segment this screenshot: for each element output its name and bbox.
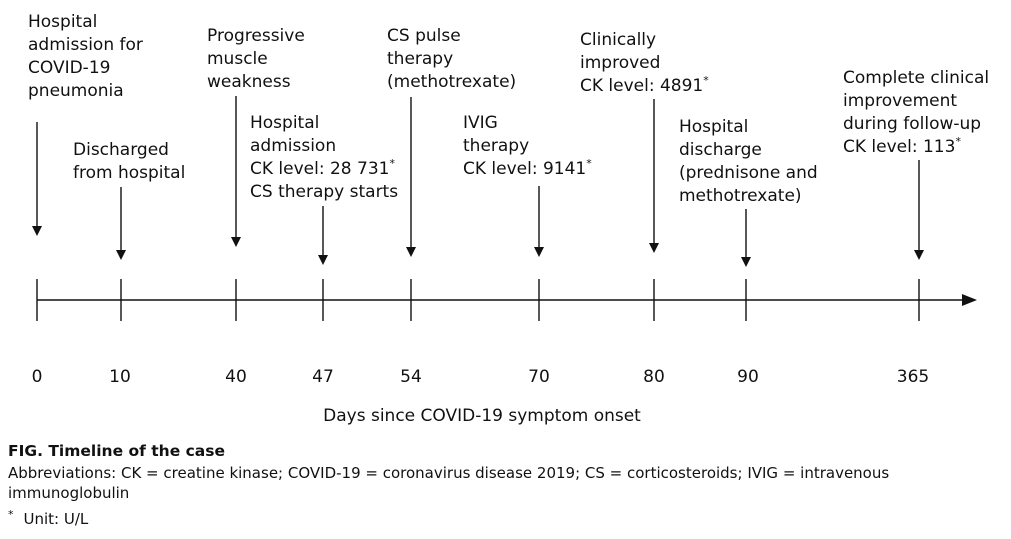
event-label: Hospital admission for COVID-19 pneumonia: [28, 12, 143, 101]
tick-group: 0 10 40 47 54 70 80 90 365: [32, 279, 929, 387]
timeline-event: Complete clinical improvement during follo…: [843, 68, 989, 260]
tick-label: 40: [225, 367, 247, 387]
event-arrowhead: [116, 250, 126, 260]
axis-arrowhead: [962, 294, 977, 306]
figure-caption: FIG. Timeline of the case Abbreviations:…: [8, 442, 1008, 529]
tick-label: 90: [737, 367, 759, 387]
timeline-event: Hospital admission for COVID-19 pneumonia: [28, 12, 143, 236]
timeline-event: Hospital discharge (prednisone and methotre…: [679, 117, 818, 267]
caption-abbreviations: Abbreviations: CK = creatine kinase; COV…: [8, 464, 890, 502]
timeline-event: Discharged from hospital: [73, 140, 185, 260]
event-arrowhead: [32, 226, 42, 236]
timeline-event: Hospital admission CK level: 28 731* CS the…: [250, 113, 398, 265]
event-arrowhead: [231, 237, 241, 247]
event-label: Hospital discharge (prednisone and methotre…: [679, 117, 818, 206]
timeline-diagram: 0 10 40 47 54 70 80 90 365 Hospital admission for…: [28, 12, 989, 426]
event-group: Hospital admission for COVID-19 pneumonia Di…: [28, 12, 989, 267]
tick-label: 365: [897, 367, 929, 387]
caption-title: FIG. Timeline of the case: [8, 442, 226, 460]
unit-note-text: Unit: U/L: [23, 510, 89, 528]
tick-label: 10: [109, 367, 131, 387]
unit-footnote-mark: *: [8, 508, 14, 521]
event-arrowhead: [741, 257, 751, 267]
event-label: Clinically improved CK level: 4891*: [580, 30, 709, 96]
caption-unit-note: * Unit: U/L: [8, 505, 1008, 529]
tick-label: 47: [312, 367, 334, 387]
event-arrowhead: [534, 247, 544, 257]
tick-label: 0: [32, 367, 43, 387]
timeline-event: Clinically improved CK level: 4891*: [580, 30, 709, 253]
event-label: Discharged from hospital: [73, 140, 185, 183]
event-label: CS pulse therapy (methotrexate): [387, 26, 516, 92]
event-label: IVIG therapy CK level: 9141*: [463, 113, 592, 179]
timeline-event: IVIG therapy CK level: 9141*: [463, 113, 592, 257]
event-arrowhead: [914, 250, 924, 260]
event-label: Complete clinical improvement during follo…: [843, 68, 989, 157]
event-arrowhead: [318, 255, 328, 265]
timeline-event: CS pulse therapy (methotrexate): [387, 26, 516, 257]
tick-label: 70: [528, 367, 550, 387]
tick-label: 54: [400, 367, 422, 387]
timeline-event: Progressive muscle weakness: [207, 26, 305, 247]
event-arrowhead: [649, 243, 659, 253]
event-arrowhead: [406, 247, 416, 257]
axis-title: Days since COVID-19 symptom onset: [323, 406, 641, 426]
tick-label: 80: [643, 367, 665, 387]
event-label: Progressive muscle weakness: [207, 26, 305, 92]
event-label: Hospital admission CK level: 28 731* CS the…: [250, 113, 398, 202]
